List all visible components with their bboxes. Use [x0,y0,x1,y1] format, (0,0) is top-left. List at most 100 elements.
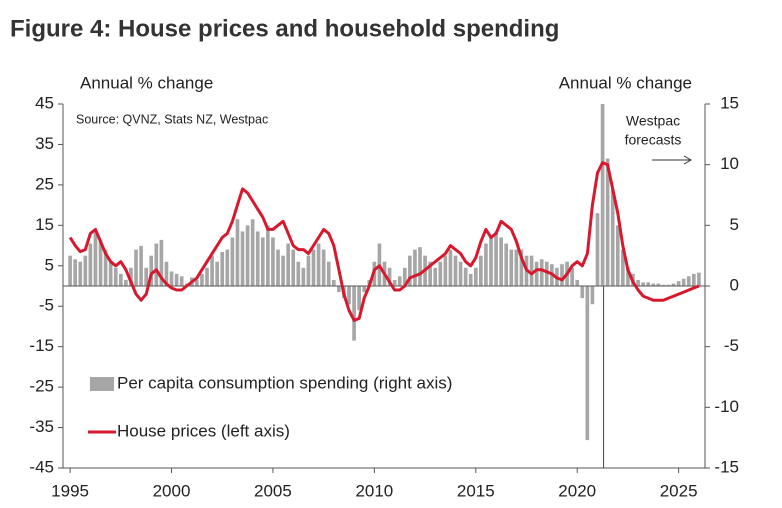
bar [428,261,432,286]
bar [661,284,666,286]
y2-tick-label: 10 [720,154,739,173]
bar [484,243,488,286]
bar [534,261,539,286]
bar [159,239,164,286]
y-tick-label: 25 [35,174,54,193]
x-tick-label: 1995 [51,481,89,500]
bar [656,283,661,286]
bar [463,267,468,286]
bar [296,261,301,286]
bar [144,267,148,286]
y2-tick-label: 5 [730,215,739,234]
bar [210,255,214,286]
bar [615,225,620,286]
bar [408,255,412,286]
bar [595,213,600,286]
y2-axis-label: Annual % change [559,73,692,92]
y-tick-label: -15 [29,336,54,355]
bar [473,267,478,286]
bar [458,261,463,286]
bar [83,255,88,286]
bar [692,273,696,286]
bar [225,249,230,286]
y2-tick-label: -5 [724,336,739,355]
bar [321,249,326,286]
bar [544,261,549,286]
bar [590,286,595,305]
bar [489,237,493,286]
y-tick-label: 15 [35,215,54,234]
bar [154,243,159,286]
bar [108,261,113,286]
bar [580,286,585,299]
bar [301,267,306,286]
legend-label: House prices (left axis) [117,421,290,440]
bar [676,281,681,286]
bar [271,237,275,286]
y-tick-label: -25 [29,377,54,396]
bar [281,255,285,286]
bar [468,273,473,286]
bar [347,286,351,305]
bar [671,283,676,286]
bar [636,279,640,286]
bar [387,267,392,286]
bar [220,252,225,286]
y2-tick-label: 0 [730,275,739,294]
y-tick-label: -35 [29,417,54,436]
bar [666,284,671,286]
chart-title: Figure 4: House prices and household spe… [10,15,559,42]
bar [174,273,179,286]
bar [73,259,77,286]
bar [286,243,290,286]
bar [240,231,245,286]
bar [164,261,169,286]
bar [113,267,118,286]
bar [149,255,154,286]
x-tick-label: 2015 [457,481,495,500]
bar [255,231,260,286]
bar [311,249,316,286]
bar [260,237,265,286]
bar [215,261,219,286]
bar [651,283,656,286]
bar [291,249,296,286]
bar [326,261,331,286]
x-tick-label: 2010 [355,481,393,500]
bar [195,279,199,286]
bar [276,249,280,286]
source: Source: QVNZ, Stats NZ, Westpac [76,112,268,126]
bar [98,239,103,286]
bar [443,255,448,286]
bar [575,279,580,286]
bar [686,276,691,286]
bar [78,261,83,286]
bar [200,273,204,286]
bar [519,249,524,286]
bar [306,255,311,286]
bar [494,231,498,286]
bar [646,282,651,286]
bar [357,286,361,311]
bar [397,276,402,286]
bar [504,243,509,286]
bar [169,271,174,286]
bar [402,267,407,286]
y2-tick-label: -15 [714,457,739,476]
bar [585,286,590,441]
bar [362,286,367,293]
bar [514,249,519,286]
x-tick-label: 2005 [254,481,292,500]
y2-tick-label: -10 [714,397,739,416]
bar [641,282,645,286]
bar [453,255,458,286]
bar [418,247,422,286]
bar [392,279,397,286]
x-tick-label: 2025 [660,481,698,500]
bar [448,249,453,286]
bar [118,273,123,286]
bar [560,264,564,286]
bar [413,249,417,286]
bar [539,259,544,286]
y2-tick-label: 15 [720,93,739,112]
